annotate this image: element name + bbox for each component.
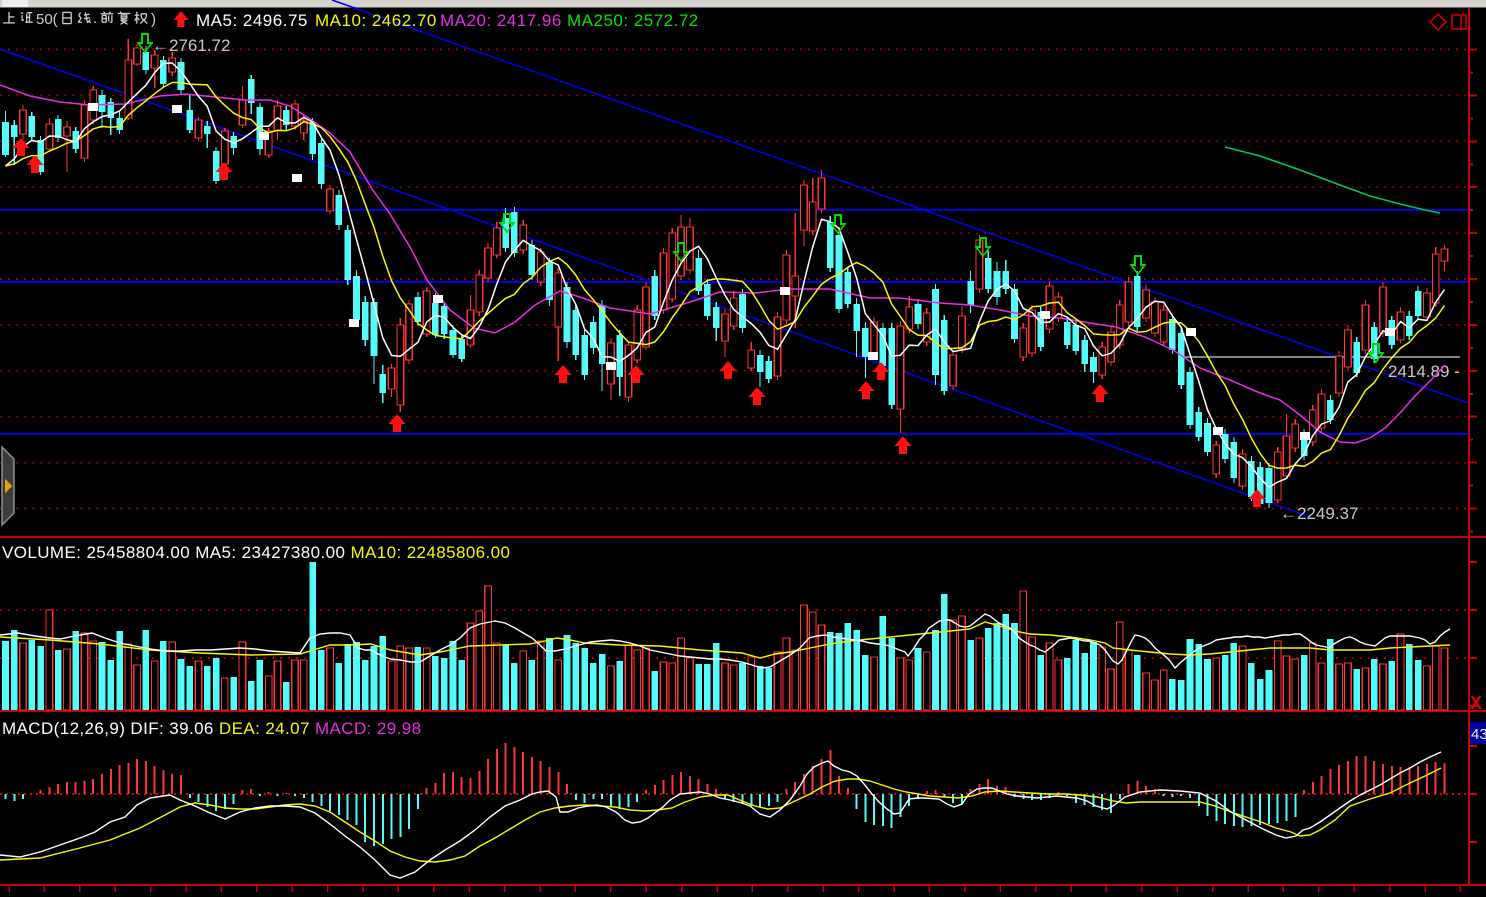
- svg-text:): ): [151, 11, 156, 28]
- svg-text:←2249.37: ←2249.37: [1280, 504, 1358, 523]
- svg-text:X: X: [1470, 693, 1482, 713]
- svg-text:MA20: 2417.96: MA20: 2417.96: [440, 11, 562, 30]
- svg-text:←2761.72: ←2761.72: [152, 36, 230, 55]
- svg-text:50(: 50(: [36, 11, 58, 28]
- svg-text:MA5: 2496.75: MA5: 2496.75: [196, 11, 308, 30]
- svg-text:2414.89 -: 2414.89 -: [1388, 362, 1460, 381]
- svg-text:MA250: 2572.72: MA250: 2572.72: [567, 11, 699, 30]
- svg-text:VOLUME: 25458804.00 MA5: 2342: VOLUME: 25458804.00 MA5: 23427380.00 MA1…: [2, 543, 510, 562]
- svg-text:MACD(12,26,9) DIF: 39.06 DEA: MACD(12,26,9) DIF: 39.06 DEA: 24.07 MACD…: [2, 719, 421, 738]
- svg-text:MA10: 2462.70: MA10: 2462.70: [315, 11, 437, 30]
- svg-text:.: .: [93, 10, 97, 27]
- svg-text:43: 43: [1471, 726, 1486, 743]
